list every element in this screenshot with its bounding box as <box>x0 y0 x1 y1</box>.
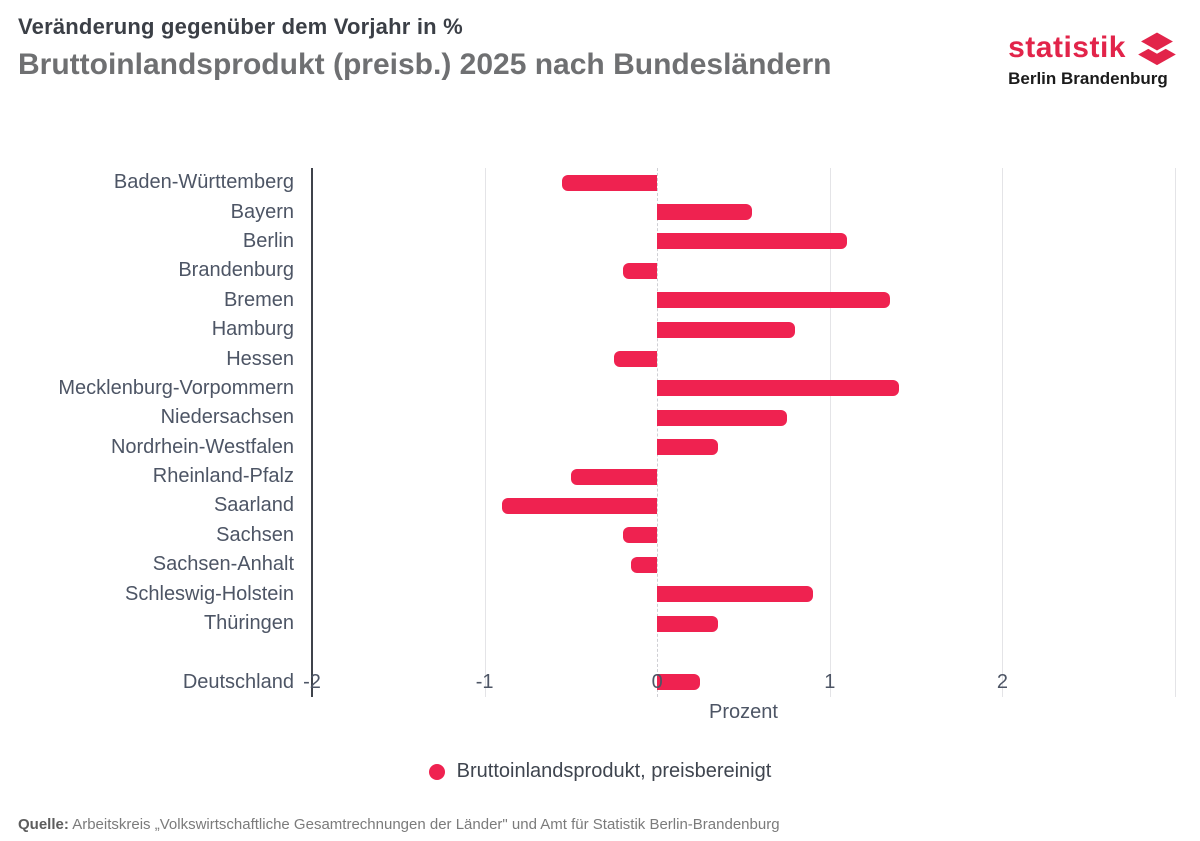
bar-track <box>312 168 1175 197</box>
bar <box>622 527 658 544</box>
chart-gridlines <box>311 168 1176 697</box>
source-prefix: Quelle: <box>18 816 69 833</box>
bar-track <box>312 668 1175 697</box>
category-label: Mecklenburg-Vorpommern <box>58 376 294 399</box>
gridline <box>1175 168 1176 697</box>
logo-sub-text: Berlin Brandenburg <box>1008 69 1168 88</box>
bar-track <box>312 256 1175 285</box>
bar <box>657 586 813 603</box>
diamond-logo-icon <box>1136 30 1178 66</box>
x-tick-label: -2 <box>303 670 321 693</box>
chart-row: Berlin <box>18 227 1182 256</box>
gridline <box>484 168 486 697</box>
gridline <box>829 168 831 697</box>
category-label: Deutschland <box>182 670 294 693</box>
bar-track <box>312 579 1175 608</box>
bar <box>657 321 796 338</box>
category-label: Saarland <box>213 494 294 517</box>
bar-track <box>312 550 1175 579</box>
chart-rows: Baden-Württemberg Bayern Berlin Brandenburg… <box>18 168 1182 697</box>
x-tick-label: 2 <box>996 670 1008 693</box>
chart-row: Deutschland <box>18 668 1182 697</box>
bar-track <box>312 403 1175 432</box>
category-label: Schleswig-Holstein <box>125 582 294 605</box>
chart-row: Baden-Württemberg <box>18 168 1182 197</box>
category-label: Sachsen-Anhalt <box>152 553 294 576</box>
bar <box>614 351 658 368</box>
chart-row: Hessen <box>18 344 1182 373</box>
x-tick-label: 1 <box>824 670 836 693</box>
bar <box>501 497 658 514</box>
chart-row: Sachsen-Anhalt <box>18 550 1182 579</box>
chart-row: Hamburg <box>18 315 1182 344</box>
chart-row: Niedersachsen <box>18 403 1182 432</box>
category-label: Baden-Württemberg <box>113 171 294 194</box>
bar <box>657 292 891 309</box>
bar-track <box>312 315 1175 344</box>
chart-row: Sachsen <box>18 521 1182 550</box>
gridline <box>657 168 659 697</box>
bar <box>657 204 753 221</box>
chart-row: Saarland <box>18 491 1182 520</box>
source-text: Arbeitskreis „Volkswirtschaftliche Gesam… <box>72 816 780 833</box>
category-label: Hamburg <box>211 318 294 341</box>
bar-track <box>312 462 1175 491</box>
category-label: Thüringen <box>203 612 294 635</box>
legend: Bruttoinlandsprodukt, preisbereinigt <box>18 760 1182 783</box>
chart-row: Mecklenburg-Vorpommern <box>18 374 1182 403</box>
bar-track <box>312 227 1175 256</box>
bar-track <box>312 197 1175 226</box>
category-label: Rheinland-Pfalz <box>152 465 294 488</box>
bar-track <box>312 374 1175 403</box>
category-label: Sachsen <box>216 523 294 546</box>
chart-row: Bayern <box>18 197 1182 226</box>
bar-track <box>312 286 1175 315</box>
bar-chart: Baden-Württemberg Bayern Berlin Brandenburg… <box>18 168 1182 697</box>
bar <box>657 233 848 250</box>
category-label: Bayern <box>230 200 294 223</box>
bar <box>631 556 658 573</box>
chart-row: Rheinland-Pfalz <box>18 462 1182 491</box>
bar <box>657 674 701 691</box>
bar <box>657 615 718 632</box>
source-note: Quelle: Arbeitskreis „Volkswirtschaftlic… <box>18 816 780 833</box>
category-label: Niedersachsen <box>160 406 294 429</box>
x-axis-label: Prozent <box>709 701 778 723</box>
logo-brand-text: statistik <box>1008 31 1126 64</box>
chart-row: Thüringen <box>18 609 1182 638</box>
chart-subtitle: Veränderung gegenüber dem Vorjahr in % <box>18 14 463 39</box>
category-label: Bremen <box>223 288 294 311</box>
bar <box>657 439 718 456</box>
category-label: Brandenburg <box>178 259 294 282</box>
x-tick-label: 0 <box>651 670 663 693</box>
bar <box>622 262 658 279</box>
row-spacer <box>18 638 1182 667</box>
bar <box>562 174 658 191</box>
bar <box>657 409 787 426</box>
gridline <box>1002 168 1004 697</box>
bar <box>657 380 899 397</box>
chart-row: Nordrhein-Westfalen <box>18 433 1182 462</box>
category-label: Hessen <box>226 347 294 370</box>
bar-track <box>312 521 1175 550</box>
x-axis-ticks: -2 -1 0 1 2 <box>303 668 1175 697</box>
bar-track <box>312 609 1175 638</box>
bar <box>570 468 658 485</box>
chart-row: Schleswig-Holstein <box>18 579 1182 608</box>
legend-label: Bruttoinlandsprodukt, preisbereinigt <box>456 760 772 782</box>
bar-track <box>312 344 1175 373</box>
category-label: Berlin <box>242 229 294 252</box>
statistik-logo: statistik Berlin Brandenburg <box>1008 30 1178 89</box>
page-title: Bruttoinlandsprodukt (preisb.) 2025 nach… <box>18 48 832 81</box>
y-axis-line <box>311 168 313 697</box>
bar-track <box>312 433 1175 462</box>
category-label: Nordrhein-Westfalen <box>110 435 294 458</box>
bar-track <box>312 491 1175 520</box>
chart-row: Brandenburg <box>18 256 1182 285</box>
chart-row: Bremen <box>18 286 1182 315</box>
x-tick-label: -1 <box>475 670 494 693</box>
legend-marker-dot <box>428 763 445 780</box>
